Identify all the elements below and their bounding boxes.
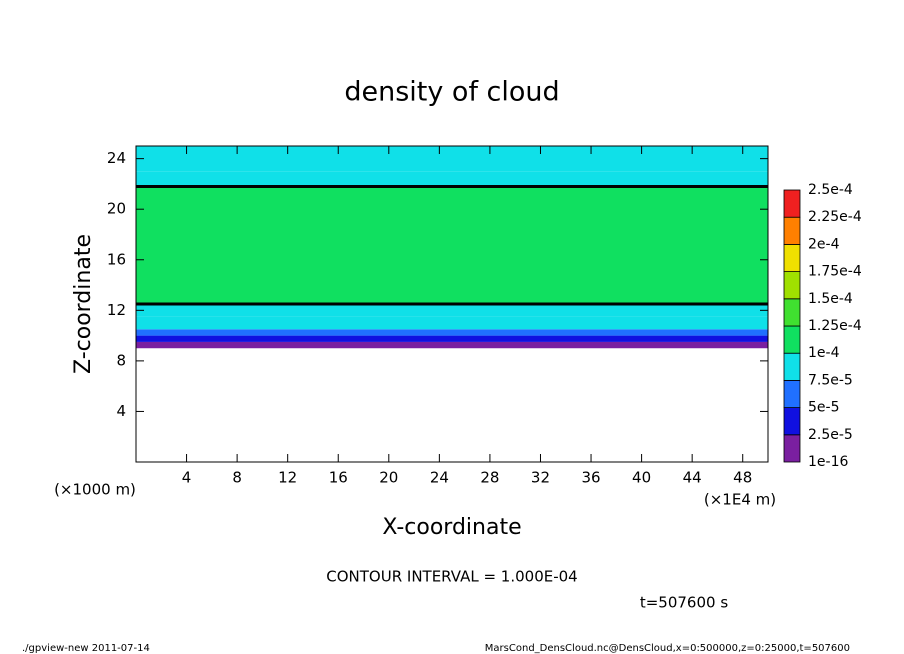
colorbar-label: 2.5e-4 <box>808 182 853 198</box>
colorbar-label: 2e-4 <box>808 236 840 252</box>
y-tick-label: 24 <box>107 149 126 167</box>
colorbar-swatch <box>783 325 801 354</box>
colorbar-label: 1.75e-4 <box>808 264 862 280</box>
x-tick-label: 16 <box>329 469 348 487</box>
colorbar-swatch <box>783 216 801 245</box>
y-axis-label: Z-coordinate <box>71 234 96 374</box>
cell <box>136 186 768 304</box>
cell <box>136 335 768 342</box>
colorbar-label: 2.5e-5 <box>808 427 853 443</box>
x-tick-label: 44 <box>683 469 702 487</box>
y-tick-label: 8 <box>116 351 126 369</box>
cell <box>136 304 768 317</box>
cell <box>136 146 768 172</box>
cell <box>136 316 768 330</box>
x-tick-label: 40 <box>632 469 651 487</box>
footer-right: MarsCond_DensCloud.nc@DensCloud,x=0:5000… <box>485 643 850 654</box>
colorbar-swatch <box>783 189 801 218</box>
time-label: t=507600 s <box>640 594 728 612</box>
cell <box>136 171 768 187</box>
colorbar-swatch <box>783 243 801 272</box>
colorbar-swatch <box>783 434 801 463</box>
x-tick-label: 32 <box>531 469 550 487</box>
x-tick-label: 20 <box>379 469 398 487</box>
colorbar-label: 1e-4 <box>808 345 840 361</box>
colorbar-label: 5e-5 <box>808 400 839 416</box>
y-tick-label: 16 <box>107 250 126 268</box>
x-axis-label: X-coordinate <box>382 515 521 540</box>
x-tick-label: 28 <box>480 469 499 487</box>
y-tick-label: 4 <box>116 402 126 420</box>
footer-left: ./gpview-new 2011-07-14 <box>22 643 150 654</box>
x-tick-label: 4 <box>182 469 192 487</box>
x-tick-label: 8 <box>232 469 242 487</box>
colorbar-swatch <box>783 379 801 408</box>
colorbar-swatch <box>783 407 801 436</box>
y-tick-label: 20 <box>107 200 126 218</box>
x-tick-label: 24 <box>430 469 449 487</box>
colorbar-label: 2.25e-4 <box>808 209 862 225</box>
cell <box>136 341 768 349</box>
colorbar-swatch <box>783 352 801 381</box>
cell <box>136 329 768 336</box>
colorbar-swatch <box>783 271 801 300</box>
chart-title: density of cloud <box>344 77 559 108</box>
y-tick-label: 12 <box>107 301 126 319</box>
x-tick-label: 48 <box>733 469 752 487</box>
plot-frame <box>135 145 769 463</box>
colorbar-label: 7.5e-5 <box>808 372 853 388</box>
x-tick-label: 12 <box>278 469 297 487</box>
contour-interval: CONTOUR INTERVAL = 1.000E-04 <box>326 568 577 586</box>
colorbar-label: 1.25e-4 <box>808 318 862 334</box>
colorbar-label: 1e-16 <box>808 454 848 470</box>
x-unit: (×1E4 m) <box>704 491 776 509</box>
colorbar-swatch <box>783 298 801 327</box>
colorbar-label: 1.5e-4 <box>808 291 853 307</box>
y-unit: (×1000 m) <box>54 481 136 499</box>
x-tick-label: 36 <box>581 469 600 487</box>
